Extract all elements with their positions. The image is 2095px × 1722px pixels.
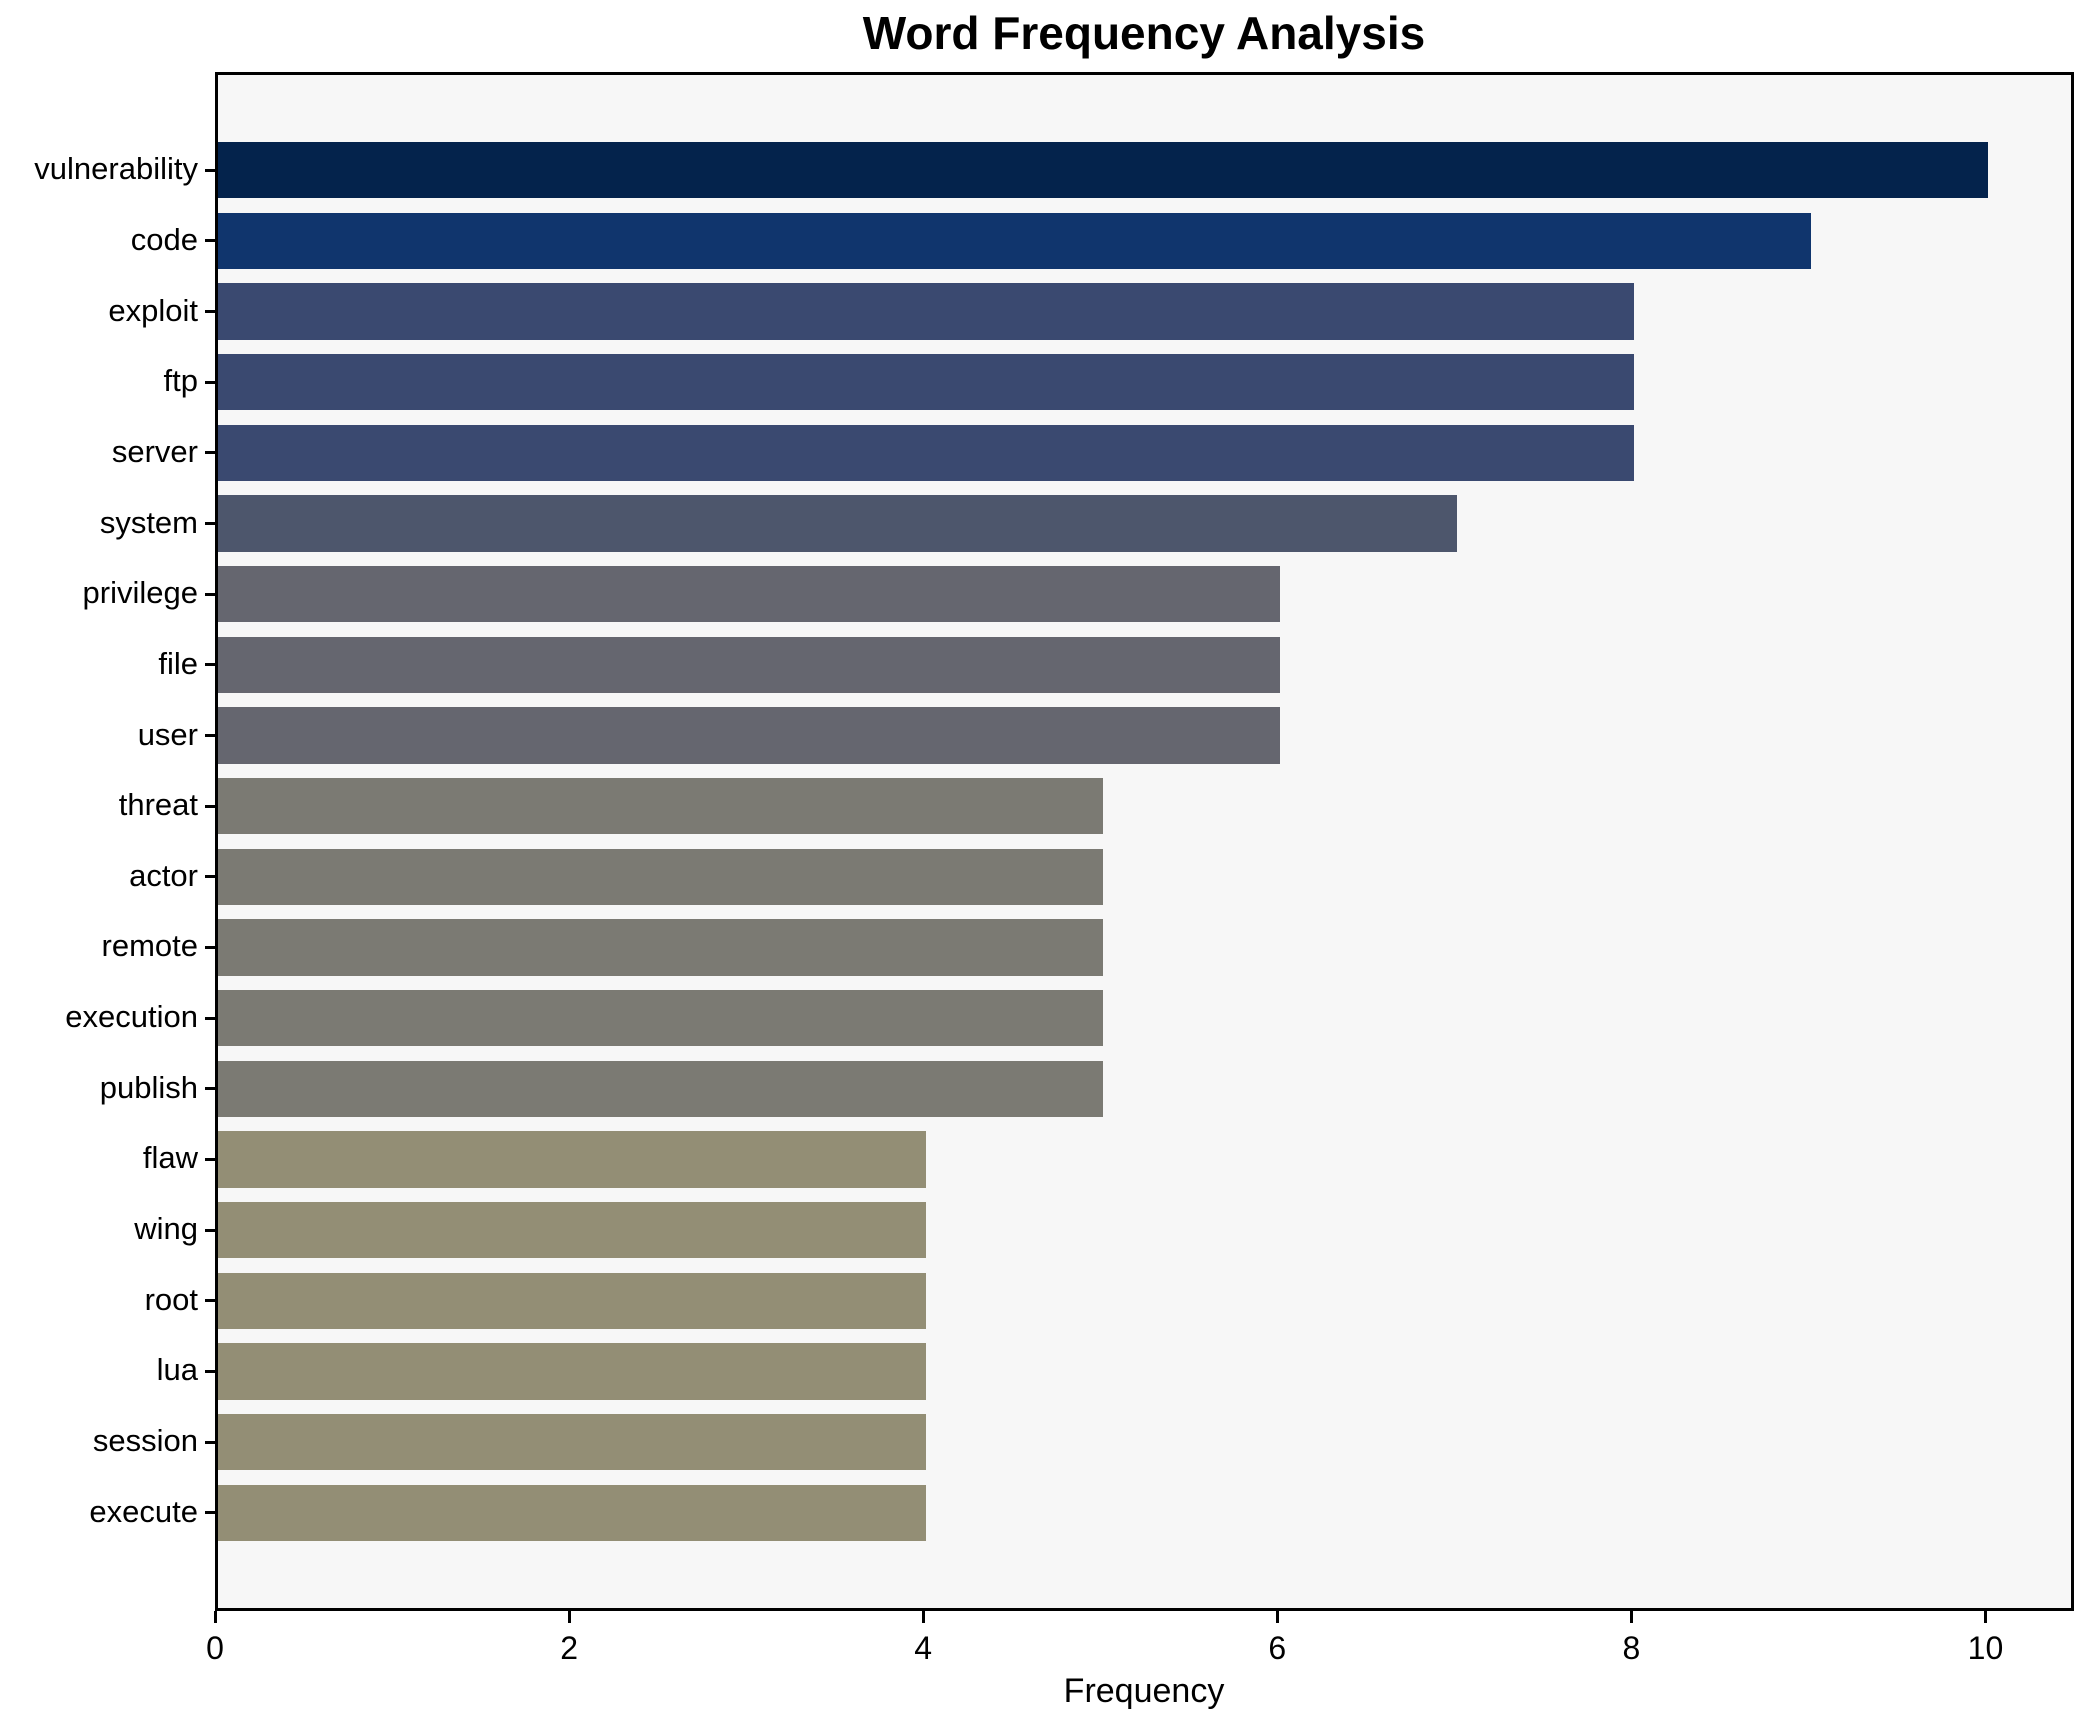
y-tick-label-ftp: ftp (163, 363, 198, 399)
y-tick-mark (205, 1440, 215, 1444)
y-tick-mark (205, 1369, 215, 1373)
y-tick-mark (205, 168, 215, 172)
x-tick-mark (921, 1611, 925, 1623)
bar-file (218, 636, 1281, 694)
bar-user (218, 707, 1281, 764)
bar-vulnerability (218, 141, 1989, 199)
bar-exploit (218, 283, 1635, 340)
bar-publish (218, 1060, 1104, 1118)
y-tick-label-server: server (111, 433, 198, 469)
bar-root (218, 1272, 927, 1330)
bar-server (218, 424, 1635, 482)
bar-execution (218, 989, 1104, 1047)
bar-lua (218, 1343, 927, 1400)
x-tick-label-0: 0 (206, 1630, 224, 1666)
bar-session (218, 1413, 927, 1471)
y-tick-mark (205, 1511, 215, 1515)
y-tick-label-session: session (92, 1423, 198, 1459)
y-tick-label-execute: execute (89, 1493, 198, 1529)
y-tick-label-code: code (130, 221, 198, 257)
x-tick-mark (1275, 1611, 1279, 1623)
y-tick-mark (205, 1299, 215, 1303)
y-tick-label-flaw: flaw (142, 1140, 198, 1176)
y-tick-mark (205, 1016, 215, 1020)
bar-flaw (218, 1131, 927, 1188)
y-tick-mark (205, 875, 215, 879)
y-tick-label-lua: lua (156, 1352, 198, 1388)
plot-area (215, 72, 2074, 1611)
y-tick-mark (205, 1228, 215, 1232)
y-tick-mark (205, 734, 215, 737)
x-tick-mark (1983, 1611, 1987, 1623)
y-tick-label-privilege: privilege (82, 575, 198, 611)
bar-system (218, 495, 1458, 552)
y-tick-label-wing: wing (134, 1211, 198, 1247)
y-tick-label-system: system (99, 504, 198, 540)
y-tick-mark (205, 310, 215, 314)
bar-threat (218, 777, 1104, 835)
y-tick-mark (205, 239, 215, 243)
x-tick-mark (213, 1611, 217, 1623)
bar-ftp (218, 353, 1635, 411)
y-tick-label-file: file (158, 645, 198, 681)
y-tick-label-user: user (137, 716, 198, 752)
x-tick-mark (567, 1611, 571, 1623)
x-tick-mark (1629, 1611, 1633, 1623)
y-tick-mark (205, 1157, 215, 1161)
y-tick-mark (205, 522, 215, 526)
bar-code (218, 212, 1812, 270)
y-tick-label-actor: actor (129, 857, 198, 893)
y-tick-label-remote: remote (101, 928, 198, 964)
y-tick-mark (205, 451, 215, 455)
y-tick-mark (205, 804, 215, 808)
bar-remote (218, 919, 1104, 976)
y-tick-label-exploit: exploit (108, 292, 198, 328)
chart-title: Word Frequency Analysis (862, 7, 1426, 59)
y-tick-label-threat: threat (118, 787, 198, 823)
y-tick-label-publish: publish (99, 1069, 198, 1105)
y-tick-mark (205, 1087, 215, 1091)
x-axis-title: Frequency (1063, 1672, 1225, 1710)
x-tick-label-2: 2 (560, 1630, 578, 1666)
x-tick-label-4: 4 (914, 1630, 933, 1666)
y-tick-mark (205, 663, 215, 667)
bar-wing (218, 1201, 927, 1259)
bar-execute (218, 1484, 927, 1542)
x-tick-label-10: 10 (1967, 1630, 2004, 1666)
y-tick-mark (205, 592, 215, 596)
x-tick-label-6: 6 (1268, 1630, 1287, 1666)
y-tick-label-execution: execution (65, 999, 198, 1035)
y-tick-label-root: root (144, 1281, 198, 1317)
bar-actor (218, 848, 1104, 906)
y-tick-label-vulnerability: vulnerability (34, 151, 198, 187)
x-tick-label-8: 8 (1622, 1630, 1641, 1666)
bar-privilege (218, 565, 1281, 623)
y-tick-mark (205, 945, 215, 949)
y-tick-mark (205, 380, 215, 384)
